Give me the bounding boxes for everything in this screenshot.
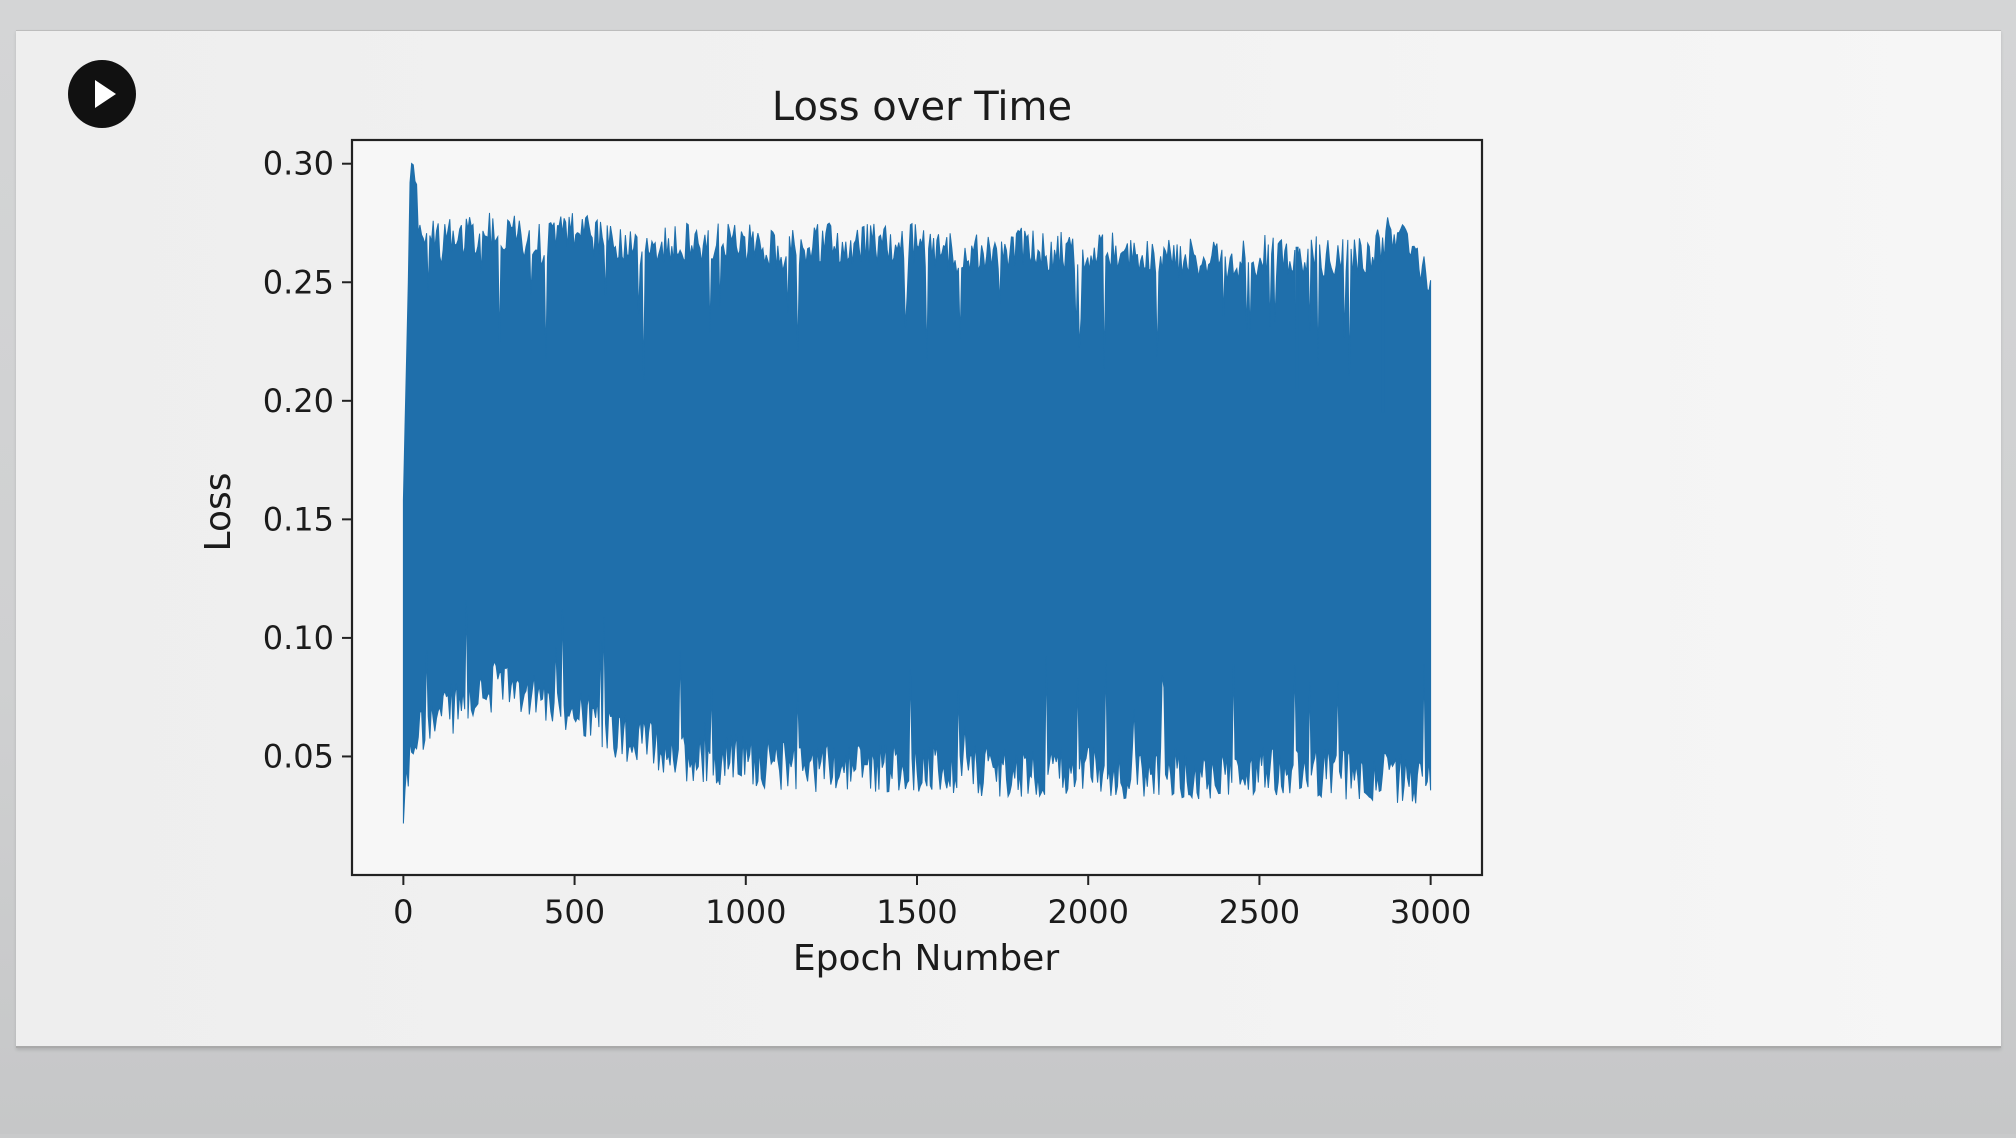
y-tick-label: 0.30	[263, 145, 334, 183]
x-tick-label: 500	[544, 893, 605, 931]
y-tick-label: 0.15	[263, 500, 334, 538]
y-tick-label: 0.10	[263, 619, 334, 657]
chart-title: Loss over Time	[772, 84, 1072, 130]
run-cell-button[interactable]	[68, 60, 136, 128]
y-axis-label: Loss	[198, 473, 239, 552]
y-tick-label: 0.25	[263, 263, 334, 301]
x-axis-label: Epoch Number	[793, 938, 1059, 979]
x-tick-label: 2000	[1047, 893, 1128, 931]
play-icon	[95, 80, 116, 108]
x-tick-label: 0	[393, 893, 413, 931]
x-tick-label: 2500	[1219, 893, 1300, 931]
x-tick-label: 3000	[1390, 893, 1471, 931]
x-tick-label: 1000	[705, 893, 786, 931]
y-tick-label: 0.20	[263, 382, 334, 420]
plot-area: 0 500 1000 1500 2000 2500 3000 0.05 0.10 0.15 0.20…	[263, 138, 1484, 931]
x-tick-label: 1500	[876, 893, 957, 931]
loss-series-band	[402, 162, 1432, 824]
y-tick-label: 0.05	[263, 737, 334, 775]
